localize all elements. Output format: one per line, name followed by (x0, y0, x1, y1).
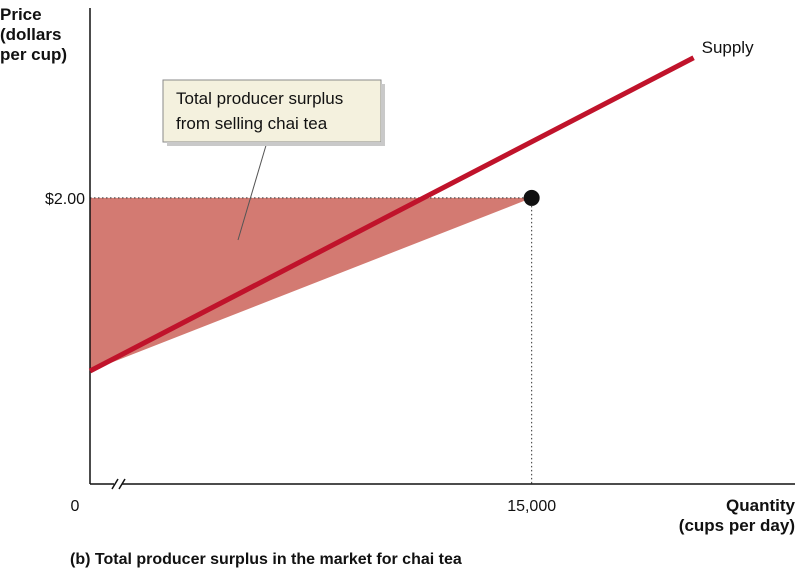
axis-break-gap (114, 481, 122, 487)
y-axis-title-line-2: (dollars (0, 25, 61, 44)
y-axis-title-line-1: Price (0, 5, 42, 24)
chart-caption: (b) Total producer surplus in the market… (70, 551, 462, 568)
x-tick-labels: 0 15,000 (71, 498, 557, 515)
supply-curve (88, 55, 695, 374)
y-tick-label: $2.00 (45, 191, 85, 208)
x-tick-label: 15,000 (507, 498, 556, 515)
x-axis-title: Quantity(cups per day) (679, 496, 796, 535)
y-tick-labels: $2.00 (45, 191, 85, 208)
callout-shadow-edge (381, 84, 385, 146)
surplus-callout: Total producer surplus from selling chai… (162, 79, 385, 146)
y-axis-title-line-3: per cup) (0, 45, 67, 64)
axis-break-slash-2 (118, 478, 126, 490)
x-tick-label: 0 (71, 498, 80, 515)
axis-break-slash-1 (111, 478, 119, 490)
callout-line-1: Total producer surplus (176, 89, 343, 108)
producer-surplus-area (90, 197, 532, 372)
x-axis-title-line-2: (cups per day) (679, 516, 795, 535)
callout-line-2: from selling chai tea (176, 114, 328, 133)
equilibrium-point (523, 189, 540, 206)
x-axis-title-line-1: Quantity (726, 496, 795, 515)
supply-label: Supply (702, 38, 754, 57)
callout-shadow-bottom (167, 142, 385, 146)
x-axis-break-icon (111, 478, 126, 490)
callout-leader-line (237, 141, 268, 241)
